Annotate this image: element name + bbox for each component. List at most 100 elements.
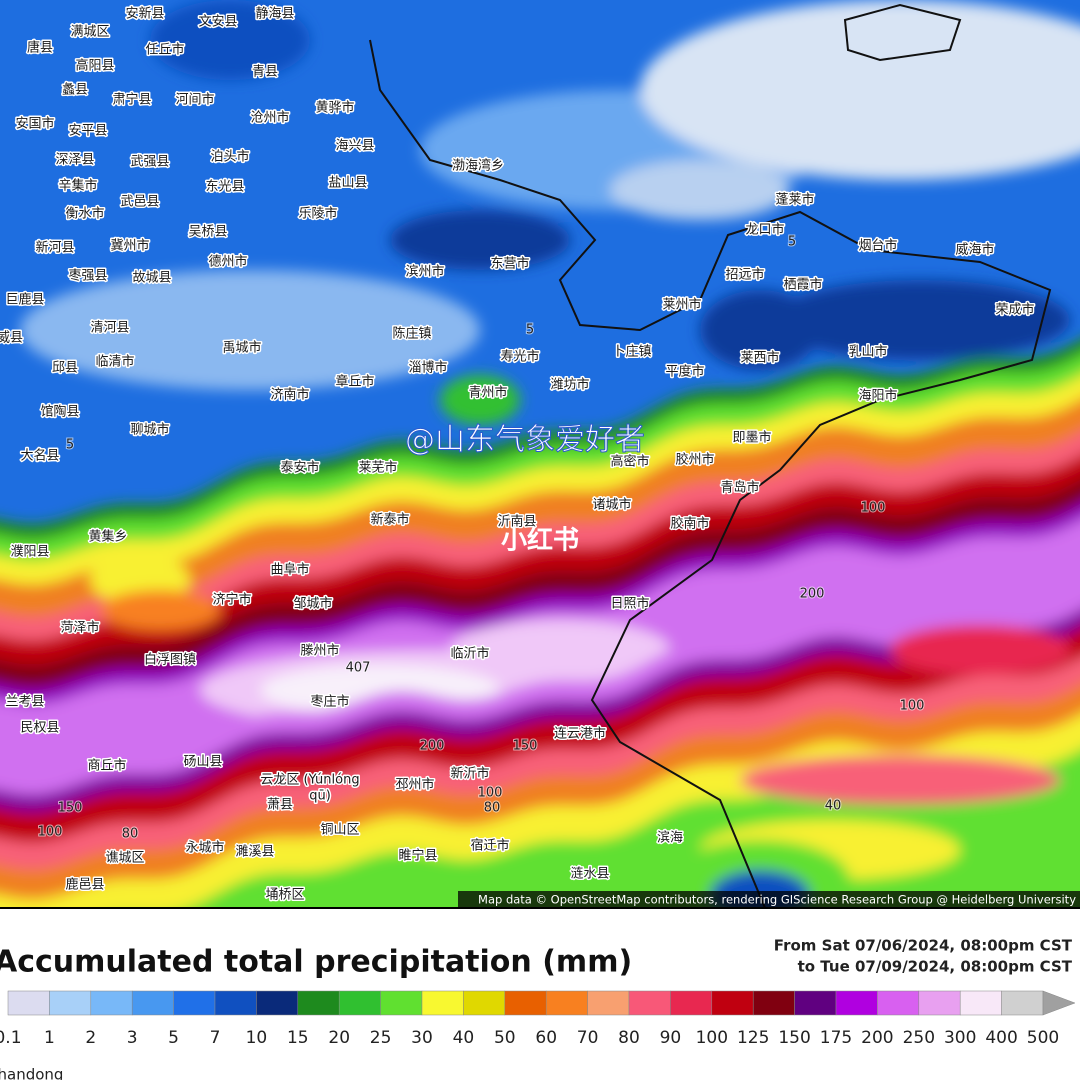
city-label: 白浮图镇 (144, 652, 196, 668)
city-label: 谯城区 (105, 851, 144, 866)
city-label: 菏泽市 (60, 620, 99, 636)
color-swatch (421, 990, 464, 1016)
colorbar-tick-label: 50 (494, 1028, 516, 1048)
color-swatch (7, 990, 50, 1016)
city-label: 埇桥区 (265, 888, 304, 903)
colorbar-tick-label: 60 (535, 1028, 557, 1048)
city-label: 濮阳县 (10, 545, 49, 560)
city-label: 寿光市 (500, 349, 539, 365)
color-swatch (711, 990, 754, 1016)
brand: 小红书 (501, 525, 579, 556)
city-label: 临沂市 (450, 646, 489, 662)
color-swatch (131, 990, 174, 1016)
city-label: 海兴县 (335, 139, 374, 154)
city-label: 商丘市 (87, 758, 126, 774)
contour-label: 100 (478, 786, 503, 801)
city-label: 黄集乡 (88, 529, 127, 545)
city-label: 枣强县 (68, 269, 107, 284)
region: Shandong (0, 1066, 63, 1080)
city-label: 新沂市 (450, 766, 489, 782)
city-label: 冀州市 (110, 238, 149, 254)
city-label: 聊城市 (130, 422, 169, 438)
city-label: 衡水市 (65, 206, 104, 222)
city-label: 武邑县 (120, 195, 159, 210)
city-label: qū) (309, 789, 331, 804)
city-label: 威海市 (955, 242, 994, 258)
city-label: 临清市 (95, 354, 134, 370)
color-swatch (297, 990, 340, 1016)
contour-label: 5 (526, 323, 534, 338)
contour-label: 40 (825, 799, 842, 814)
city-label: 德州市 (208, 254, 247, 270)
precip-patch (150, 0, 310, 80)
colorbar-tick-label: 5 (168, 1028, 179, 1048)
color-swatch (173, 990, 216, 1016)
precip-patch (740, 755, 1060, 805)
city-label: 蠡县 (62, 82, 88, 98)
colorbar-tick-label: 400 (985, 1028, 1017, 1048)
city-label: 沂南县 (497, 514, 536, 530)
precip-patch (450, 620, 670, 680)
city-label: 胶南市 (670, 516, 709, 532)
city-label: 邹城市 (293, 596, 332, 612)
colorbar: 0.1 1 2 3 5 7 10 15 20 25 30 40 50 60 70 80 90 100 125 150 1… (0, 990, 1076, 1048)
colorbar-tick-label: 175 (820, 1028, 852, 1048)
city-label: 深泽县 (55, 153, 94, 168)
city-label: 莱州市 (662, 297, 701, 313)
contour-label: 5 (66, 438, 74, 453)
contour-label: 5 (788, 235, 796, 250)
colorbar-tick-label: 70 (577, 1028, 599, 1048)
contour-label: 407 (346, 661, 371, 676)
contour-label: 200 (420, 739, 445, 754)
precip-patch (770, 280, 1070, 360)
city-label: 青岛市 (720, 480, 759, 496)
city-label: 盐山县 (328, 176, 367, 191)
colorbar-tick-label: 2 (85, 1028, 96, 1048)
city-label: 萧县 (267, 798, 293, 813)
colorbar-tick-label: 90 (660, 1028, 682, 1048)
colorbar-tick-label: 150 (778, 1028, 810, 1048)
city-label: 文安县 (198, 15, 237, 30)
city-label: 渤海湾乡 (452, 158, 504, 174)
city-label: 民权县 (20, 720, 59, 736)
city-label: 枣庄市 (310, 694, 349, 710)
contour-label: 200 (800, 587, 825, 602)
city-label: 莱芜市 (358, 460, 397, 476)
city-label: 睢宁县 (398, 848, 437, 864)
period-to: to Tue 07/09/2024, 08:00pm CST (798, 958, 1073, 976)
color-swatch (1001, 990, 1044, 1016)
colorbar-tick-label: 500 (1027, 1028, 1059, 1048)
city-label: 武强县 (130, 155, 169, 170)
city-label: 泰安市 (280, 460, 319, 476)
contour-label: 80 (484, 801, 501, 816)
colorbar-arrow (1042, 990, 1076, 1016)
city-label: 任丘市 (145, 42, 184, 58)
color-swatch (794, 990, 837, 1016)
city-label: 涟水县 (570, 866, 609, 882)
color-swatch (835, 990, 878, 1016)
city-label: 邱县 (52, 361, 78, 376)
city-label: 栖霞市 (783, 277, 822, 293)
colorbar-tick-label: 7 (210, 1028, 221, 1048)
city-label: 安新县 (125, 6, 164, 22)
city-label: 龙口市 (745, 222, 784, 238)
city-label: 邳州市 (395, 777, 434, 793)
city-label: 烟台市 (858, 238, 897, 254)
city-label: 即墨市 (732, 430, 771, 446)
city-label: 静海县 (255, 7, 294, 22)
city-label: 淄博市 (408, 360, 447, 376)
color-swatch (338, 990, 381, 1016)
precip-patch (390, 210, 570, 270)
colorbar-tick-label: 80 (618, 1028, 640, 1048)
city-label: 安国市 (15, 116, 54, 132)
precip-patch (100, 590, 220, 630)
city-label: 清河县 (90, 321, 129, 336)
city-label: 威县 (0, 331, 23, 346)
city-label: 招远市 (725, 267, 764, 283)
city-label: 日照市 (610, 596, 649, 612)
city-label: 铜山区 (320, 823, 359, 838)
city-label: 蓬莱市 (775, 192, 814, 208)
city-label: 诸城市 (592, 497, 631, 513)
